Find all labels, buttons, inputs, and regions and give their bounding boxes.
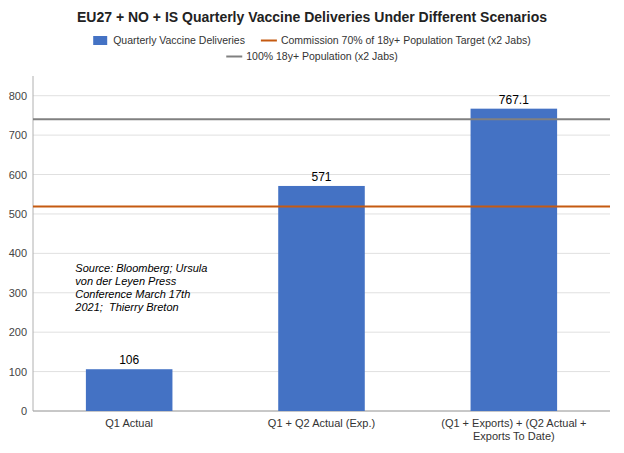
legend-label: Commission 70% of 18y+ Population Target… <box>281 34 531 46</box>
y-tick-label: 700 <box>9 129 27 141</box>
annotation-line: Conference March 17th <box>75 288 190 300</box>
legend-swatch <box>226 56 242 58</box>
annotation-line: Source: Bloomberg; Ursula <box>75 262 207 274</box>
x-tick-label: (Q1 + Exports) + (Q2 Actual +Exports To … <box>441 417 586 442</box>
y-tick-label: 100 <box>9 366 27 378</box>
y-tick-label: 800 <box>9 90 27 102</box>
title: EU27 + NO + IS Quarterly Vaccine Deliver… <box>77 9 547 25</box>
y-tick-label: 200 <box>9 326 27 338</box>
data-label: 767.1 <box>499 93 529 107</box>
reference-line <box>33 205 610 207</box>
bar <box>86 369 173 411</box>
legend-item: Quarterly Vaccine Deliveries <box>93 34 245 46</box>
data-label: 106 <box>119 353 139 367</box>
annotation: Source: Bloomberg; Ursulavon der Leyen P… <box>74 262 207 313</box>
legend-swatch <box>261 40 277 42</box>
annotation-line: von der Leyen Press <box>75 275 176 287</box>
y-tick-label: 300 <box>9 287 27 299</box>
x-tick-label-line: (Q1 + Exports) + (Q2 Actual + <box>441 417 586 429</box>
x-tick-label: Q1 + Q2 Actual (Exp.) <box>268 417 375 429</box>
plot-area <box>33 109 610 411</box>
y-tick-label: 600 <box>9 169 27 181</box>
legend-label: Quarterly Vaccine Deliveries <box>113 34 245 46</box>
reference-line <box>33 118 610 120</box>
legend-label: 100% 18y+ Population (x2 Jabs) <box>246 50 397 62</box>
annotation-line: 2021; Thierry Breton <box>74 301 178 313</box>
y-tick-label: 400 <box>9 247 27 259</box>
bar <box>471 109 558 411</box>
chart: EU27 + NO + IS Quarterly Vaccine Deliver… <box>0 0 624 453</box>
x-tick-label-line: Q1 Actual <box>105 417 153 429</box>
legend: Quarterly Vaccine Deliveries Commission 7… <box>93 34 531 62</box>
grid <box>33 96 610 411</box>
legend-swatch <box>93 36 107 45</box>
legend-item: 100% 18y+ Population (x2 Jabs) <box>226 50 397 62</box>
bar <box>278 186 365 411</box>
y-tick-label: 0 <box>21 405 27 417</box>
y-axis-line <box>33 76 34 411</box>
legend-item: Commission 70% of 18y+ Population Target… <box>261 34 531 46</box>
x-tick-label: Q1 Actual <box>105 417 153 429</box>
data-label: 571 <box>311 170 331 184</box>
y-tick-label: 500 <box>9 208 27 220</box>
x-tick-label-line: Exports To Date) <box>473 430 555 442</box>
x-tick-label-line: Q1 + Q2 Actual (Exp.) <box>268 417 375 429</box>
